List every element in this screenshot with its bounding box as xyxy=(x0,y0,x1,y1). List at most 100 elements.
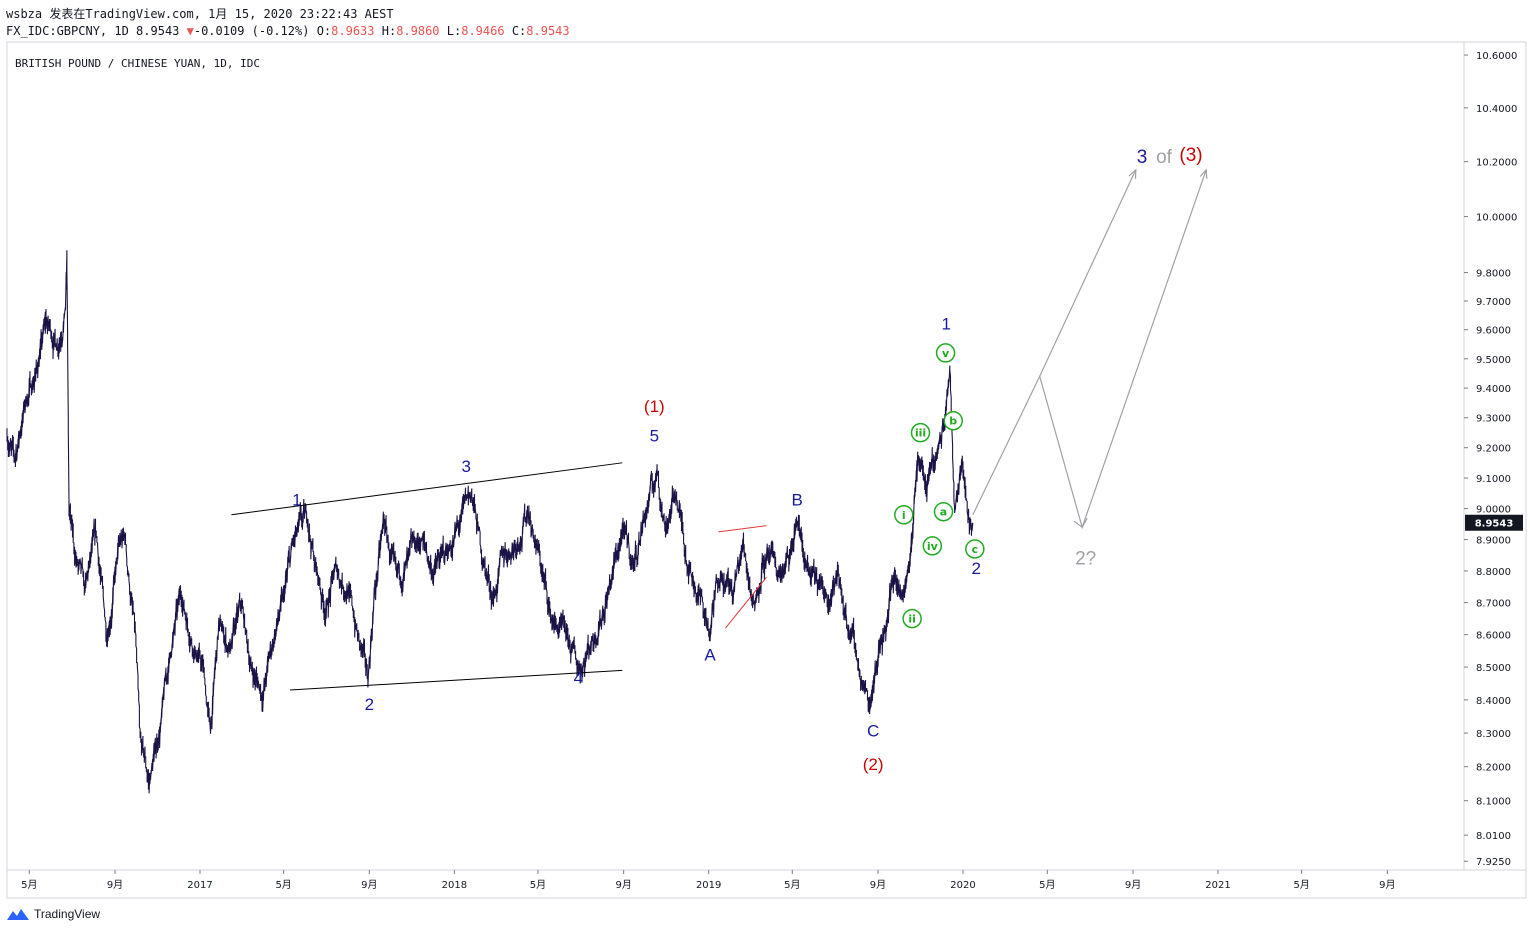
wave-label: C xyxy=(867,721,879,740)
y-tick-label: 8.2000 xyxy=(1476,763,1511,774)
y-tick-label: 9.1000 xyxy=(1476,474,1511,485)
x-tick-label: 2020 xyxy=(950,880,975,891)
target-wave-3: 3 xyxy=(1137,147,1148,168)
time-axis-frame xyxy=(6,869,1527,899)
y-tick-label: 9.5000 xyxy=(1476,355,1511,366)
wave-label: 1 xyxy=(942,315,951,334)
x-tick-label: 9月 xyxy=(870,879,886,891)
plot-frame xyxy=(6,41,1465,871)
y-tick-label: 10.2000 xyxy=(1476,158,1517,169)
price-series xyxy=(6,250,974,794)
high-value: 8.9860 xyxy=(396,24,440,38)
wave-label: (2) xyxy=(863,755,884,774)
author-line: wsbza 发表在TradingView.com, 1月 15, 2020 23… xyxy=(6,7,394,21)
y-tick-label: 8.8000 xyxy=(1476,567,1511,578)
target-of: of xyxy=(1156,147,1173,168)
wave-label: 2? xyxy=(1075,549,1096,570)
wave-label: 2 xyxy=(972,559,981,578)
y-tick-label: 9.3000 xyxy=(1476,414,1511,425)
y-tick-label: 9.8000 xyxy=(1476,269,1511,280)
wave-circle-label: iv xyxy=(927,540,939,553)
projection-arrowhead-alt xyxy=(1128,168,1137,179)
symbol-text: FX_IDC:GBPCNY, 1D 8.9543 xyxy=(6,24,180,38)
y-tick-label: 8.4000 xyxy=(1476,696,1511,707)
x-tick-label: 5月 xyxy=(1039,879,1055,891)
y-tick-label: 8.7000 xyxy=(1476,599,1511,610)
wave-circle xyxy=(922,536,943,556)
low-label: L: xyxy=(446,24,462,38)
triangle-line xyxy=(718,525,767,533)
wave-circle xyxy=(933,501,954,522)
x-tick-label: 2018 xyxy=(442,880,467,891)
y-tick-label: 10.4000 xyxy=(1476,104,1517,115)
header-line-2: FX_IDC:GBPCNY, 1D 8.9543 ▼-0.0109 (-0.12… xyxy=(6,24,570,38)
y-tick-label: 9.6000 xyxy=(1476,326,1511,337)
x-tick-label: 9月 xyxy=(615,879,631,891)
projection-dip-arrowhead xyxy=(1073,517,1088,529)
last-price-label: 8.9543 xyxy=(1475,519,1514,530)
x-tick-label: 9月 xyxy=(1125,879,1141,891)
x-tick-label: 9月 xyxy=(361,879,377,891)
y-tick-label: 9.2000 xyxy=(1476,444,1511,455)
wave-circle-label: i xyxy=(902,509,906,522)
x-tick-label: 2017 xyxy=(187,880,212,891)
last-price-tag xyxy=(1465,514,1523,531)
wave-circle xyxy=(935,343,956,363)
wave-label: B xyxy=(791,491,802,510)
change-text: -0.0109 (-0.12%) xyxy=(193,24,310,38)
y-tick-label: 8.0100 xyxy=(1476,831,1511,842)
y-tick-label: 10.6000 xyxy=(1476,51,1517,62)
change-arrow-icon: ▼ xyxy=(186,24,194,38)
x-tick-label: 5月 xyxy=(1293,879,1309,891)
brand-text: TradingView xyxy=(34,907,101,921)
wave-circle xyxy=(910,422,931,443)
y-tick-label: 8.9000 xyxy=(1476,536,1511,547)
projection-path xyxy=(972,169,1207,530)
wave-label: 3 xyxy=(461,457,470,476)
wave-circle xyxy=(943,410,963,431)
y-tick-label: 9.0000 xyxy=(1476,505,1511,516)
y-tick-label: 8.1000 xyxy=(1476,797,1511,808)
target-wave-(3): (3) xyxy=(1179,145,1202,166)
wave-label: 2 xyxy=(365,695,374,714)
x-tick-label: 5月 xyxy=(784,879,800,891)
x-tick-label: 9月 xyxy=(1379,879,1395,891)
wave-label: A xyxy=(704,646,716,665)
tradingview-brand[interactable]: TradingView xyxy=(6,907,100,921)
y-tick-label: 8.3000 xyxy=(1476,729,1511,740)
wave-circle-label: ii xyxy=(908,613,916,626)
wave-circle-label: v xyxy=(942,347,950,360)
x-tick-label: 2021 xyxy=(1205,880,1230,891)
wave-circle-label: a xyxy=(940,506,947,519)
low-value: 8.9466 xyxy=(461,24,505,38)
channel-line xyxy=(289,669,623,691)
wave-label: 5 xyxy=(650,427,659,446)
y-tick-label: 9.4000 xyxy=(1476,384,1511,395)
y-tick-label: 8.5000 xyxy=(1476,663,1511,674)
y-tick-label: 8.6000 xyxy=(1476,631,1511,642)
wave-label: 1 xyxy=(292,491,301,510)
x-tick-label: 5月 xyxy=(530,879,546,891)
open-value: 8.9633 xyxy=(331,24,375,38)
high-label: H: xyxy=(381,24,397,38)
projection-arrowhead xyxy=(1199,168,1208,179)
x-tick-label: 9月 xyxy=(107,879,123,891)
channel-line xyxy=(231,462,623,516)
wave-circle xyxy=(965,539,985,559)
x-tick-label: 5月 xyxy=(21,879,37,891)
open-label: O: xyxy=(316,24,332,38)
x-tick-label: 2019 xyxy=(696,880,721,891)
y-tick-label: 10.0000 xyxy=(1476,213,1517,224)
wave-circle xyxy=(894,505,914,525)
wave-circle-label: b xyxy=(949,415,957,428)
tradingview-logo-icon xyxy=(7,909,29,920)
wave-circle-label: iii xyxy=(915,427,926,440)
x-tick-label: 5月 xyxy=(275,879,291,891)
triangle-line xyxy=(725,576,767,629)
header-line-1: wsbza 发表在TradingView.com, 1月 15, 2020 23… xyxy=(6,5,394,22)
chart-title: BRITISH POUND / CHINESE YUAN, 1D, IDC xyxy=(15,57,260,70)
wave-label: 4 xyxy=(574,668,583,687)
y-tick-label: 9.7000 xyxy=(1476,297,1511,308)
wave-circle-label: c xyxy=(972,543,979,556)
